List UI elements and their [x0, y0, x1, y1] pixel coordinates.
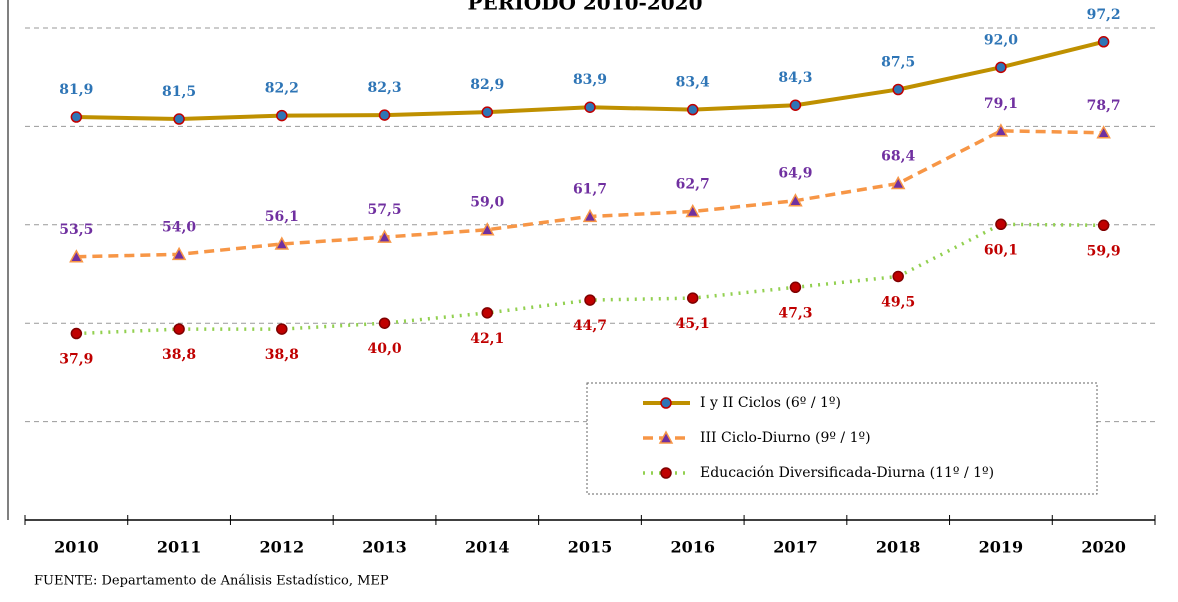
- x-tick-label: 2016: [670, 538, 715, 557]
- marker: [1097, 219, 1110, 232]
- value-label: 84,3: [778, 70, 812, 86]
- value-label: 64,9: [778, 166, 812, 182]
- marker: [686, 292, 699, 304]
- legend-label: III Ciclo-Diurno (9º / 1º): [700, 430, 871, 446]
- value-label: 56,1: [265, 209, 299, 225]
- value-label: 78,7: [1087, 98, 1121, 114]
- marker: [890, 175, 906, 190]
- marker: [685, 203, 700, 218]
- value-label: 92,0: [984, 32, 1018, 48]
- marker: [789, 99, 802, 111]
- legend-marker: [660, 467, 672, 479]
- value-label: 42,1: [470, 331, 504, 347]
- legend-label: Educación Diversificada-Diurna (11º / 1º…: [700, 465, 994, 481]
- value-label: 83,4: [676, 75, 710, 91]
- value-label: 38,8: [265, 347, 299, 363]
- legend-marker: [658, 430, 674, 444]
- value-label: 57,5: [367, 202, 401, 218]
- value-label: 79,1: [984, 96, 1018, 112]
- value-label: 38,8: [162, 347, 196, 363]
- x-tick-label: 2014: [465, 538, 510, 557]
- value-label: 47,3: [778, 305, 812, 321]
- marker: [995, 61, 1007, 74]
- value-label: 81,9: [59, 82, 93, 98]
- value-label: 60,1: [984, 242, 1018, 258]
- source: FUENTE: Departamento de Análisis Estadís…: [34, 574, 389, 589]
- marker: [995, 218, 1007, 231]
- marker: [276, 323, 288, 335]
- value-label: 87,5: [881, 55, 915, 71]
- marker: [70, 111, 83, 123]
- marker: [481, 307, 494, 319]
- marker: [584, 294, 596, 306]
- marker: [892, 270, 904, 283]
- value-label: 45,1: [676, 316, 710, 332]
- value-label: 82,3: [367, 80, 401, 96]
- marker: [582, 208, 598, 223]
- marker: [480, 222, 495, 236]
- x-tick-label: 2013: [362, 538, 407, 557]
- value-label: 44,7: [573, 318, 607, 334]
- marker: [171, 246, 187, 261]
- marker: [70, 327, 83, 340]
- value-label: 82,2: [265, 81, 299, 97]
- marker: [789, 281, 802, 294]
- marker: [481, 106, 494, 118]
- value-label: 83,9: [573, 72, 607, 88]
- legend-marker: [660, 397, 672, 409]
- chart-title: PERIODO 2010-2020: [467, 0, 702, 15]
- x-tick-label: 2019: [979, 538, 1024, 557]
- marker: [584, 101, 596, 113]
- marker: [1096, 125, 1111, 139]
- marker: [1097, 36, 1110, 48]
- value-label: 53,5: [59, 222, 93, 238]
- value-label: 82,9: [470, 77, 504, 93]
- marker: [173, 113, 185, 125]
- value-label: 59,0: [470, 195, 504, 211]
- marker: [892, 83, 904, 96]
- value-label: 62,7: [676, 177, 710, 193]
- value-label: 68,4: [881, 148, 915, 164]
- legend-label: I y II Ciclos (6º / 1º): [700, 395, 841, 411]
- marker: [686, 103, 699, 116]
- value-label: 81,5: [162, 84, 196, 100]
- x-tick-label: 2011: [157, 538, 202, 557]
- marker: [788, 193, 803, 207]
- marker: [378, 109, 391, 121]
- value-label: 61,7: [573, 181, 607, 197]
- value-label: 97,2: [1087, 7, 1121, 23]
- value-label: 40,0: [367, 341, 401, 357]
- x-tick-label: 2020: [1081, 538, 1126, 557]
- x-tick-label: 2017: [773, 538, 818, 557]
- marker: [69, 249, 84, 263]
- value-label: 37,9: [59, 352, 93, 368]
- marker: [276, 109, 288, 122]
- value-label: 59,9: [1087, 243, 1121, 259]
- value-label: 54,0: [162, 219, 196, 235]
- x-tick-label: 2012: [260, 538, 305, 557]
- value-label: 49,5: [881, 294, 915, 310]
- x-tick-label: 2018: [876, 538, 921, 557]
- marker: [173, 323, 185, 335]
- marker: [993, 123, 1009, 137]
- marker: [377, 229, 392, 243]
- marker: [378, 317, 391, 329]
- marker: [274, 236, 290, 250]
- x-tick-label: 2015: [568, 538, 613, 557]
- x-tick-label: 2010: [54, 538, 99, 557]
